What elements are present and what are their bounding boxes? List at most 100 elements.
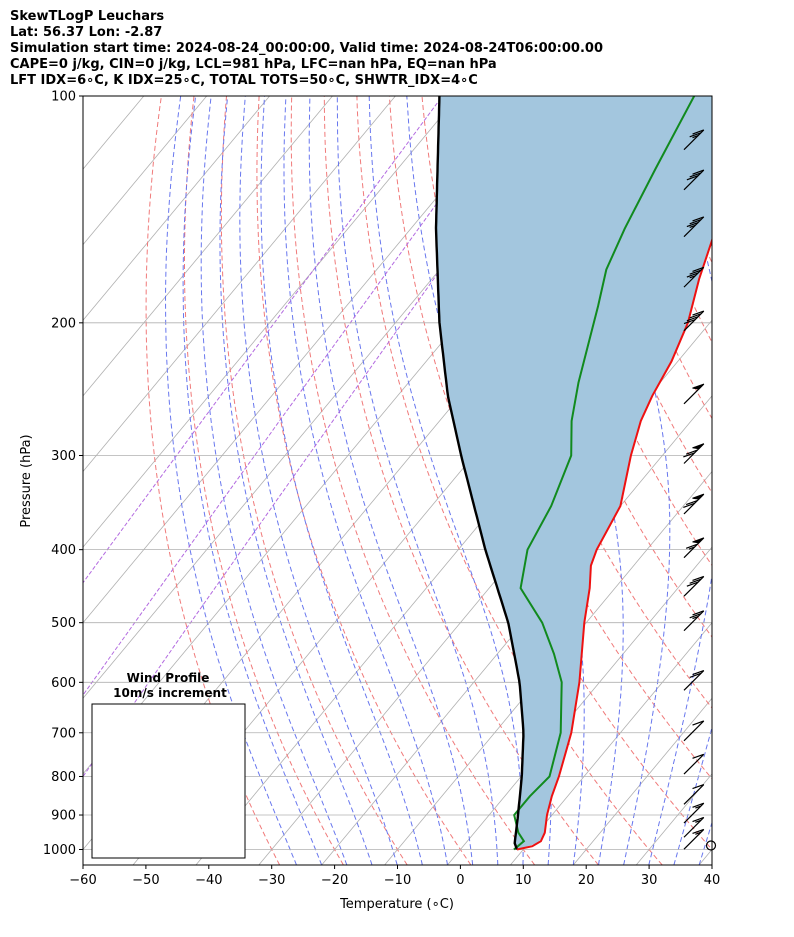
moist-adiabat-line (283, 96, 448, 865)
dewpoint-profile-line (513, 96, 696, 851)
chart-title-location: Lat: 56.37 Lon: -2.87 (10, 25, 163, 40)
dry-adiabat-line (780, 96, 794, 865)
wind-barb-staff (683, 720, 705, 742)
isotherm-line (83, 96, 396, 473)
wind-barb-flag (692, 493, 705, 500)
moist-adiabat-line (239, 96, 398, 865)
wind-barb-full (689, 613, 702, 619)
moist-adiabat-line (724, 96, 794, 865)
wind-barb-full (689, 313, 702, 319)
wind-barb-full (685, 449, 698, 455)
wind-barb-full (689, 578, 702, 584)
moist-adiabat-line (698, 820, 712, 865)
wind-barb-full (692, 169, 705, 175)
wind-barb-full (692, 310, 705, 316)
moist-adiabat-line (219, 96, 373, 865)
y-tick-label: 800 (51, 770, 76, 785)
wind-barb-flag (692, 383, 705, 390)
y-tick-label: 100 (51, 90, 76, 105)
mixing-ratio-line (83, 96, 443, 584)
chart-title-station: SkewTLogP Leuchars (10, 9, 165, 24)
wind-barb-half (689, 275, 696, 279)
y-tick-label: 300 (51, 449, 76, 464)
wind-barb-half (689, 224, 696, 228)
wind-barb-full (692, 575, 705, 582)
wind-barb-full (686, 316, 699, 322)
wind-barb-full (692, 720, 705, 726)
wind-barb-full (689, 219, 702, 225)
y-tick-label: 900 (51, 809, 76, 824)
wind-barb-half (695, 819, 702, 823)
isotherm-line (762, 96, 794, 865)
wind-barb-full (692, 753, 705, 759)
dry-adiabat-line (256, 96, 472, 865)
wind-barb-full (689, 132, 702, 138)
wind-barb-full (692, 816, 705, 823)
wind-barbs (683, 129, 717, 851)
dry-adiabat-line (748, 96, 794, 865)
isotherm-line (83, 96, 333, 397)
wind-barb-staff (683, 753, 705, 775)
x-tick-label: −50 (132, 873, 159, 888)
wind-barb-half (688, 546, 695, 550)
wind-barb-full (686, 272, 699, 278)
mixing-ratio-line (83, 96, 516, 696)
wind-barb-flag (692, 537, 705, 544)
moist-adiabat-line (336, 96, 499, 865)
y-tick-label: 1000 (43, 843, 76, 858)
y-tick-label: 700 (51, 726, 76, 741)
x-tick-label: 30 (641, 873, 658, 888)
wind-barb-full (683, 318, 696, 325)
moist-adiabat-line (164, 96, 297, 865)
x-axis-label: Temperature (∘C) (339, 897, 454, 912)
wind-barb-full (686, 581, 699, 587)
x-tick-label: −20 (321, 873, 348, 888)
wind-barb-full (689, 172, 702, 178)
y-axis: 100 200 300 400 500 600 700 800 900 1000 (43, 90, 83, 858)
wind-barb-half (692, 615, 699, 620)
hodograph-subtitle: 10m/s increment (113, 686, 227, 700)
chart-title-times: Simulation start time: 2024-08-24_00:00:… (10, 41, 603, 56)
hodograph-title: Wind Profile (127, 671, 210, 685)
isotherm-line (321, 395, 712, 865)
parcel-profile-line (434, 96, 525, 850)
cin-shaded-area (436, 96, 712, 850)
wind-barb-full (686, 175, 699, 181)
isotherm-line (83, 96, 522, 624)
dry-adiabat-line (323, 96, 599, 865)
dry-adiabat-line (290, 96, 536, 865)
x-tick-label: 40 (704, 873, 721, 888)
x-tick-label: −60 (69, 873, 96, 888)
wind-barb-full (686, 221, 699, 228)
hodograph-inset: Wind Profile 10m/s increment (91, 671, 246, 859)
wind-barb-full (692, 828, 705, 835)
wind-barb-full (689, 672, 702, 679)
y-axis-label: Pressure (hPa) (19, 434, 34, 527)
moist-adiabat-line (575, 96, 671, 865)
chart-title-indices: LFT IDX=6∘C, K IDX=25∘C, TOTAL TOTS=50∘C… (10, 73, 478, 88)
x-tick-label: 0 (456, 873, 464, 888)
dry-adiabat-line (220, 96, 408, 865)
x-tick-label: 20 (578, 873, 595, 888)
temperature-profile-line (516, 237, 712, 851)
chart-title-cape: CAPE=0 j/kg, CIN=0 j/kg, LCL=981 hPa, LF… (10, 57, 497, 72)
wind-barb-full (685, 543, 698, 549)
x-tick-label: −10 (384, 873, 411, 888)
wind-barb-full (692, 610, 705, 616)
calm-wind-circle (705, 840, 717, 851)
isotherm-line (83, 96, 208, 246)
sounding-profiles (434, 96, 712, 851)
wind-barb-full (692, 802, 705, 808)
isotherm-line (0, 96, 81, 865)
wind-barb-full (683, 502, 695, 508)
isotherm-line (83, 96, 459, 548)
dry-adiabat-line (551, 96, 712, 494)
isotherm-line (698, 848, 712, 865)
wind-barb-full (683, 452, 695, 458)
wind-barb-half (695, 805, 702, 809)
y-tick-label: 400 (51, 543, 76, 558)
wind-barb-half (695, 831, 702, 835)
wind-barb-half (692, 135, 699, 139)
moist-adiabat-line (648, 96, 712, 865)
